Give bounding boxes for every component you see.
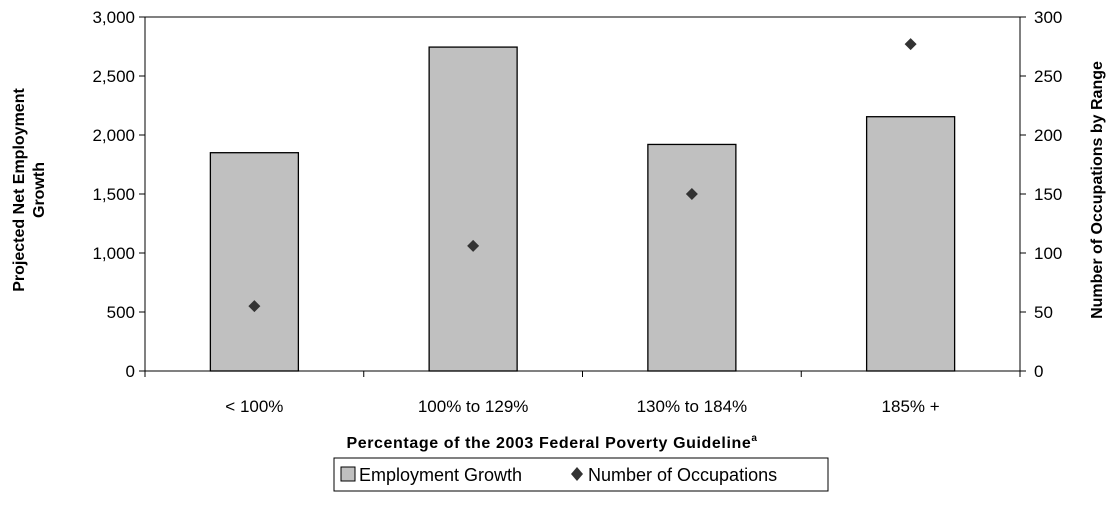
left-y-axis-title-line1: Projected Net Employment bbox=[11, 88, 28, 292]
left-tick-label-4: 2,000 bbox=[92, 126, 135, 145]
occupation-marker-1 bbox=[467, 239, 480, 252]
left-tick-label-6: 3,000 bbox=[92, 8, 135, 27]
legend-employment-growth: Employment Growth bbox=[359, 465, 522, 485]
right-tick-label-5: 250 bbox=[1034, 67, 1062, 86]
x-axis-title-superscript: a bbox=[751, 433, 757, 444]
right-tick-label-1: 50 bbox=[1034, 303, 1053, 322]
category-label-3: 185% + bbox=[882, 397, 940, 416]
left-tick-label-2: 1,000 bbox=[92, 244, 135, 263]
right-tick-label-0: 0 bbox=[1034, 362, 1043, 381]
right-tick-label-3: 150 bbox=[1034, 185, 1062, 204]
legend-bar-swatch bbox=[340, 466, 356, 482]
right-tick-label-6: 300 bbox=[1034, 8, 1062, 27]
x-axis-title: Percentage of the 2003 Federal Poverty G… bbox=[346, 433, 757, 452]
bar-2 bbox=[647, 143, 737, 372]
right-tick-label-4: 200 bbox=[1034, 126, 1062, 145]
occupation-marker-3 bbox=[904, 38, 917, 51]
ticks-group: 0 500 1,000 1,500 2,000 2,500 3,000 0 50 100 150 20… bbox=[92, 8, 1062, 416]
legend: Employment Growth Number of Occupations bbox=[333, 457, 829, 492]
category-label-1: 100% to 129% bbox=[418, 397, 529, 416]
bar-3 bbox=[865, 116, 956, 372]
category-label-0: < 100% bbox=[225, 397, 283, 416]
markers-group bbox=[248, 38, 917, 313]
right-tick-label-2: 100 bbox=[1034, 244, 1062, 263]
left-y-axis-title-line2: Growth bbox=[31, 162, 48, 218]
left-tick-label-3: 1,500 bbox=[92, 185, 135, 204]
bar-1 bbox=[428, 46, 518, 372]
right-y-axis-title: Number of Occupations by Range bbox=[1089, 61, 1106, 319]
legend-diamond-marker bbox=[571, 467, 583, 481]
bars-group bbox=[209, 46, 956, 372]
occupation-marker-2 bbox=[685, 188, 698, 200]
category-label-2: 130% to 184% bbox=[637, 397, 748, 416]
bar-0 bbox=[209, 152, 300, 372]
occupation-marker-0 bbox=[248, 300, 261, 313]
left-tick-label-1: 500 bbox=[107, 303, 135, 322]
left-tick-label-0: 0 bbox=[126, 362, 135, 381]
legend-number-of-occupations: Number of Occupations bbox=[588, 465, 777, 485]
left-tick-label-5: 2,500 bbox=[92, 67, 135, 86]
